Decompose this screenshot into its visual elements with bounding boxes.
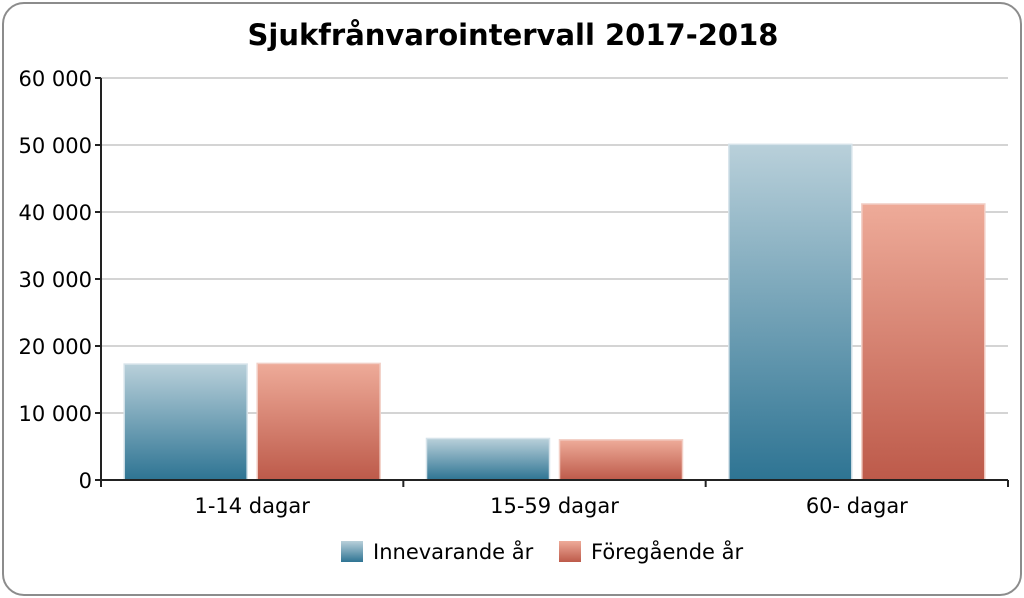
legend-swatch <box>341 541 363 562</box>
legend-label: Föregående år <box>591 539 743 564</box>
y-tick-label: 30 000 <box>19 268 92 292</box>
grid-lines <box>101 77 1008 414</box>
bar-foregaende-2 <box>558 439 684 481</box>
bars <box>123 143 986 481</box>
y-tick-label: 20 000 <box>19 335 92 359</box>
bar-innevarande-2 <box>425 437 551 481</box>
y-axis-ticks: 0 10 000 20 000 30 000 40 000 50 000 60 000 <box>19 67 101 493</box>
y-tick-label: 40 000 <box>19 201 92 225</box>
y-tick-label: 50 000 <box>19 134 92 158</box>
legend-swatch <box>559 541 581 562</box>
x-axis-ticks: 1-14 dagar 15-59 dagar 60- dagar <box>100 480 1009 518</box>
y-tick-label: 10 000 <box>19 402 92 426</box>
bar-innevarande-3 <box>728 143 853 481</box>
y-tick-label: 60 000 <box>19 67 92 91</box>
x-tick-label: 60- dagar <box>806 494 908 518</box>
legend: Innevarande år Föregående år <box>341 539 743 564</box>
x-tick-label: 15-59 dagar <box>490 494 619 518</box>
bar-foregaende-1 <box>256 362 381 481</box>
legend-label: Innevarande år <box>373 539 534 564</box>
x-tick-label: 1-14 dagar <box>194 494 310 518</box>
axes <box>95 78 1008 481</box>
y-tick-label: 0 <box>79 469 92 493</box>
chart-title: Sjukfrånvarointervall 2017-2018 <box>248 18 779 52</box>
bar-innevarande-1 <box>123 363 248 481</box>
bar-foregaende-3 <box>861 203 986 481</box>
